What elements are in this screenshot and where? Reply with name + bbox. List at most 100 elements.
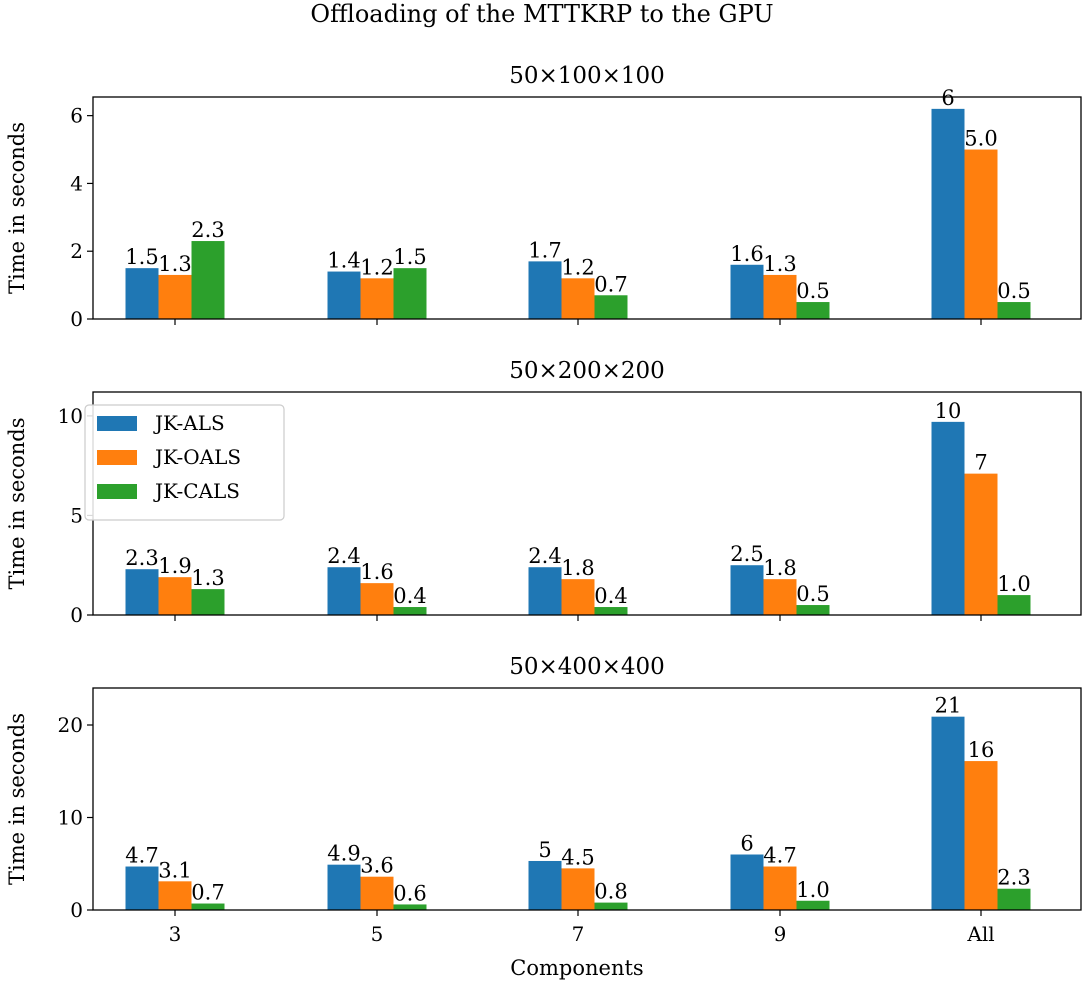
x-tick-label: 3: [169, 922, 182, 946]
bar-jk-oals-9: [763, 866, 797, 910]
data-label: 0.7: [191, 881, 224, 905]
bar-jk-oals-3: [158, 274, 192, 319]
data-label: 1.8: [561, 556, 594, 580]
y-axis-label: Time in seconds: [5, 417, 29, 589]
data-label: 1.6: [730, 242, 763, 266]
data-label: 0.7: [594, 272, 627, 296]
legend-swatch-jk-cals: [97, 484, 137, 499]
bar-jk-als-9: [730, 264, 764, 319]
bar-jk-als-5: [327, 271, 361, 319]
data-label: 6: [941, 86, 954, 110]
bar-jk-als-7: [528, 567, 562, 615]
data-label: 4.5: [561, 845, 594, 869]
bar-jk-cals-7: [594, 295, 628, 319]
data-label: 21: [935, 694, 962, 718]
data-label: 5: [538, 838, 551, 862]
bar-jk-als-3: [125, 268, 159, 319]
data-label: 2.4: [327, 544, 360, 568]
data-label: 1.5: [393, 245, 426, 269]
bar-jk-als-5: [327, 567, 361, 615]
data-label: 4.9: [327, 842, 360, 866]
x-axis-label: Components: [510, 956, 643, 980]
y-tick-label: 5: [70, 503, 83, 527]
data-label: 2.3: [997, 866, 1030, 890]
bar-jk-oals-5: [360, 583, 394, 615]
data-label: 1.6: [360, 560, 393, 584]
data-label: 4.7: [763, 844, 796, 868]
data-label: 1.0: [796, 878, 829, 902]
data-label: 2.5: [730, 542, 763, 566]
data-label: 3.6: [360, 854, 393, 878]
data-label: 0.4: [393, 584, 426, 608]
bar-jk-oals-all: [964, 473, 998, 615]
bar-jk-oals-7: [561, 278, 595, 319]
data-label: 2.3: [125, 546, 158, 570]
data-label: 1.8: [763, 556, 796, 580]
panel-title: 50×200×200: [509, 358, 665, 384]
data-label: 3.1: [158, 858, 191, 882]
bar-jk-oals-9: [763, 274, 797, 319]
panel-title: 50×100×100: [509, 63, 665, 89]
bar-jk-als-5: [327, 864, 361, 910]
data-label: 0.6: [393, 881, 426, 905]
data-label: 7: [974, 451, 987, 475]
bar-jk-oals-3: [158, 577, 192, 615]
bar-jk-cals-all: [997, 595, 1031, 615]
panel-2: 50×200×200 Time in seconds 0 5 10 2.3 2.4 2.4 2.…: [5, 358, 1082, 627]
bar-jk-cals-7: [594, 607, 628, 615]
data-label: 10: [935, 399, 962, 423]
data-label: 1.0: [997, 572, 1030, 596]
bar-jk-oals-7: [561, 868, 595, 910]
bar-jk-cals-all: [997, 888, 1031, 910]
legend-label-jk-oals: JK-OALS: [153, 445, 241, 469]
y-tick-label: 6: [70, 104, 83, 128]
y-axis-label: Time in seconds: [5, 122, 29, 294]
bar-jk-oals-3: [158, 881, 192, 910]
data-label: 1.3: [763, 252, 796, 276]
bar-jk-als-9: [730, 854, 764, 910]
data-label: 5.0: [964, 127, 997, 151]
panel-title: 50×400×400: [509, 654, 665, 680]
bar-jk-als-9: [730, 565, 764, 615]
data-label: 1.2: [561, 255, 594, 279]
bar-jk-cals-5: [393, 268, 427, 319]
legend: JK-ALS JK-OALS JK-CALS: [84, 404, 285, 521]
bar-jk-cals-3: [191, 903, 225, 910]
bar-jk-cals-5: [393, 607, 427, 615]
y-tick-label: 0: [70, 307, 83, 331]
x-tick-label: 7: [572, 922, 585, 946]
data-label: 1.7: [528, 238, 561, 262]
y-tick-label: 10: [58, 404, 83, 428]
data-label: 1.9: [158, 554, 191, 578]
bar-jk-als-3: [125, 569, 159, 615]
bar-jk-oals-5: [360, 278, 394, 319]
legend-label-jk-cals: JK-CALS: [153, 479, 240, 503]
data-label: 1.4: [327, 249, 360, 273]
bar-jk-als-7: [528, 261, 562, 319]
data-label: 0.5: [997, 279, 1030, 303]
y-tick-label: 4: [70, 171, 83, 195]
bar-jk-oals-all: [964, 149, 998, 319]
data-label: 1.2: [360, 255, 393, 279]
bar-jk-cals-3: [191, 589, 225, 615]
data-label: 16: [968, 738, 995, 762]
x-tick-label: All: [966, 922, 994, 946]
data-label: 0.4: [594, 584, 627, 608]
data-label: 0.8: [594, 880, 627, 904]
data-label: 2.4: [528, 544, 561, 568]
bar-jk-oals-9: [763, 579, 797, 615]
y-tick-label: 20: [58, 713, 83, 737]
bar-jk-cals-9: [796, 302, 830, 319]
data-label: 1.5: [125, 245, 158, 269]
bar-jk-oals-7: [561, 579, 595, 615]
data-label: 0.5: [796, 279, 829, 303]
y-tick-label: 10: [58, 806, 83, 830]
bar-jk-cals-9: [796, 605, 830, 615]
x-tick-label: 5: [371, 922, 384, 946]
y-tick-label: 0: [70, 603, 83, 627]
data-label: 2.3: [191, 218, 224, 242]
y-tick-label: 2: [70, 239, 83, 263]
